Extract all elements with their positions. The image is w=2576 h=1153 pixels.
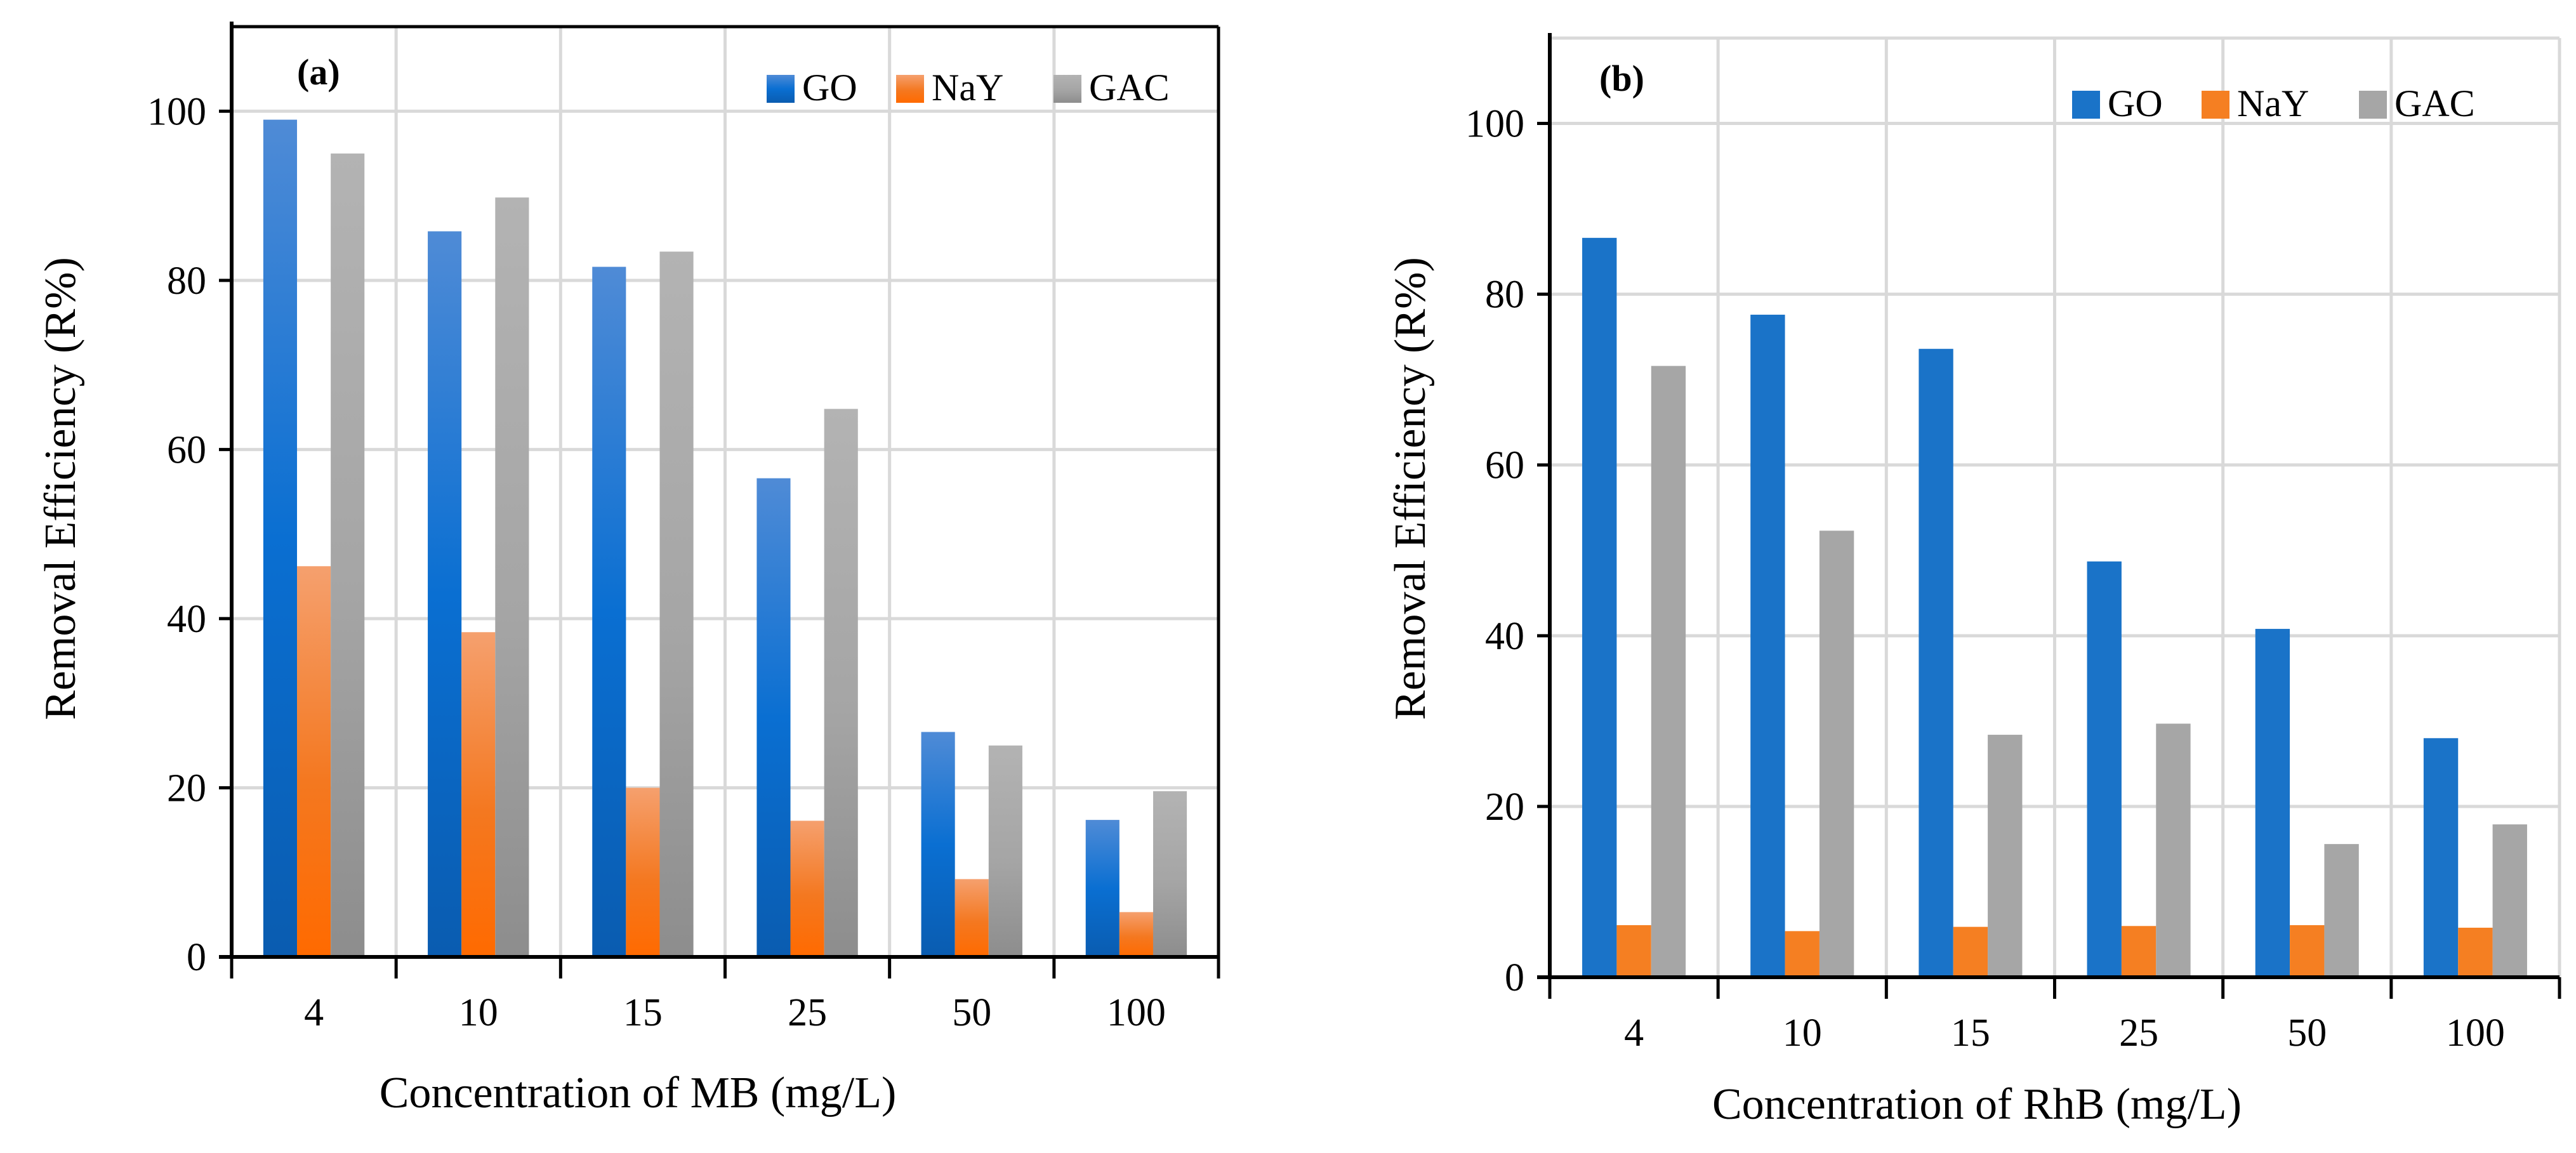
bars-b	[1582, 237, 2527, 978]
bar-gac-4	[331, 153, 365, 958]
bar-nay-15	[1953, 926, 1988, 977]
bar-gac-15	[659, 251, 694, 957]
x-tick-label: 50	[2287, 1011, 2327, 1055]
bar-go-15	[1919, 348, 1953, 977]
chart-panel-b: 0 20 40 60 80 100 4 10 15 25 50 100 Concentration …	[1386, 33, 2561, 1129]
bar-go-100	[2423, 738, 2459, 977]
bar-go-10	[428, 231, 462, 957]
x-tick-label: 10	[459, 991, 498, 1034]
bar-nay-100	[1119, 912, 1153, 957]
legend-swatch-go	[2072, 91, 2100, 119]
bar-gac-4	[1651, 366, 1686, 977]
x-tick-label: 4	[1624, 1011, 1644, 1055]
bars-a	[263, 119, 1187, 958]
x-tick-label: 50	[952, 991, 991, 1034]
bar-go-4	[1582, 237, 1617, 977]
legend-a: GO NaY GAC	[767, 67, 1170, 109]
bar-gac-10	[495, 197, 529, 957]
legend-label-nay: NaY	[932, 67, 1003, 109]
x-tick-label: 15	[1951, 1011, 1990, 1055]
gridlines-a	[232, 25, 1220, 957]
x-tick-label: 10	[1783, 1011, 1822, 1055]
bar-nay-4	[297, 566, 331, 957]
legend-label-go: GO	[2108, 82, 2163, 124]
axes-a	[219, 22, 1220, 978]
y-tick-label: 0	[187, 936, 206, 979]
legend-label-nay: NaY	[2237, 82, 2309, 124]
bar-gac-10	[1819, 530, 1854, 977]
y-tick-label: 80	[1485, 273, 1524, 317]
legend-swatch-nay	[896, 75, 924, 103]
x-tick-label: 25	[2119, 1011, 2158, 1055]
y-tick-label: 20	[167, 767, 206, 810]
bar-go-25	[756, 478, 791, 957]
x-axis-title-a: Concentration of MB (mg/L)	[380, 1069, 897, 1117]
x-tick-labels-a: 4 10 15 25 50 100	[304, 991, 1166, 1034]
chart-panel-a: 0 20 40 60 80 100 4 10 15 25 50 100 Concentration …	[36, 22, 1220, 1117]
bar-nay-15	[626, 787, 660, 957]
y-tick-label: 60	[1485, 444, 1524, 487]
y-axis-title-a: Removal Efficiency (R%)	[36, 257, 85, 720]
legend-label-gac: GAC	[2394, 82, 2475, 124]
bar-nay-10	[461, 632, 496, 957]
x-tick-labels-b: 4 10 15 25 50 100	[1624, 1011, 2505, 1055]
y-axis-title-b: Removal Efficiency (R%)	[1386, 257, 1435, 720]
panel-label-b: (b)	[1599, 58, 1644, 99]
bar-gac-25	[2156, 723, 2191, 977]
y-tick-label: 60	[167, 428, 206, 471]
legend-swatch-go	[767, 75, 795, 103]
bar-go-15	[592, 267, 626, 958]
bar-go-50	[2255, 629, 2290, 977]
bar-nay-50	[2290, 925, 2325, 977]
legend-label-go: GO	[802, 67, 857, 109]
bar-nay-25	[2121, 926, 2157, 977]
bar-nay-100	[2458, 927, 2493, 977]
x-tick-label: 4	[304, 991, 324, 1034]
bar-nay-4	[1616, 925, 1651, 977]
y-tick-labels-a: 0 20 40 60 80 100	[147, 90, 206, 979]
bar-gac-100	[2492, 824, 2527, 977]
bar-nay-25	[790, 820, 824, 957]
x-tick-label: 100	[1107, 991, 1166, 1034]
bar-go-50	[921, 732, 955, 957]
x-tick-label: 100	[2446, 1011, 2505, 1055]
bar-go-4	[263, 119, 298, 958]
legend-b: GO NaY GAC	[2072, 82, 2475, 124]
bar-gac-50	[2324, 844, 2359, 977]
x-tick-label: 15	[623, 991, 663, 1034]
gridlines-b	[1550, 36, 2561, 977]
bar-gac-50	[988, 745, 1022, 957]
bar-go-25	[2087, 561, 2122, 977]
legend-label-gac: GAC	[1089, 67, 1170, 109]
bar-go-10	[1750, 314, 1785, 978]
y-tick-label: 80	[167, 260, 206, 303]
legend-swatch-gac	[1054, 75, 1081, 103]
bar-go-100	[1085, 820, 1120, 957]
panel-label-a: (a)	[297, 51, 340, 93]
y-tick-label: 100	[147, 90, 206, 133]
x-tick-label: 25	[788, 991, 827, 1034]
bar-nay-10	[1785, 931, 1820, 977]
bar-gac-15	[1988, 734, 2023, 977]
bar-gac-25	[824, 409, 858, 957]
legend-swatch-gac	[2359, 91, 2387, 119]
bar-gac-100	[1153, 791, 1187, 957]
y-tick-label: 0	[1505, 956, 1524, 999]
bar-nay-50	[954, 879, 989, 957]
legend-swatch-nay	[2202, 91, 2229, 119]
x-axis-title-b: Concentration of RhB (mg/L)	[1712, 1080, 2242, 1129]
y-tick-label: 40	[1485, 615, 1524, 658]
y-tick-labels-b: 0 20 40 60 80 100	[1465, 103, 1524, 999]
y-tick-label: 20	[1485, 786, 1524, 829]
y-tick-label: 40	[167, 598, 206, 641]
axes-b	[1537, 33, 2561, 999]
y-tick-label: 100	[1465, 103, 1524, 146]
